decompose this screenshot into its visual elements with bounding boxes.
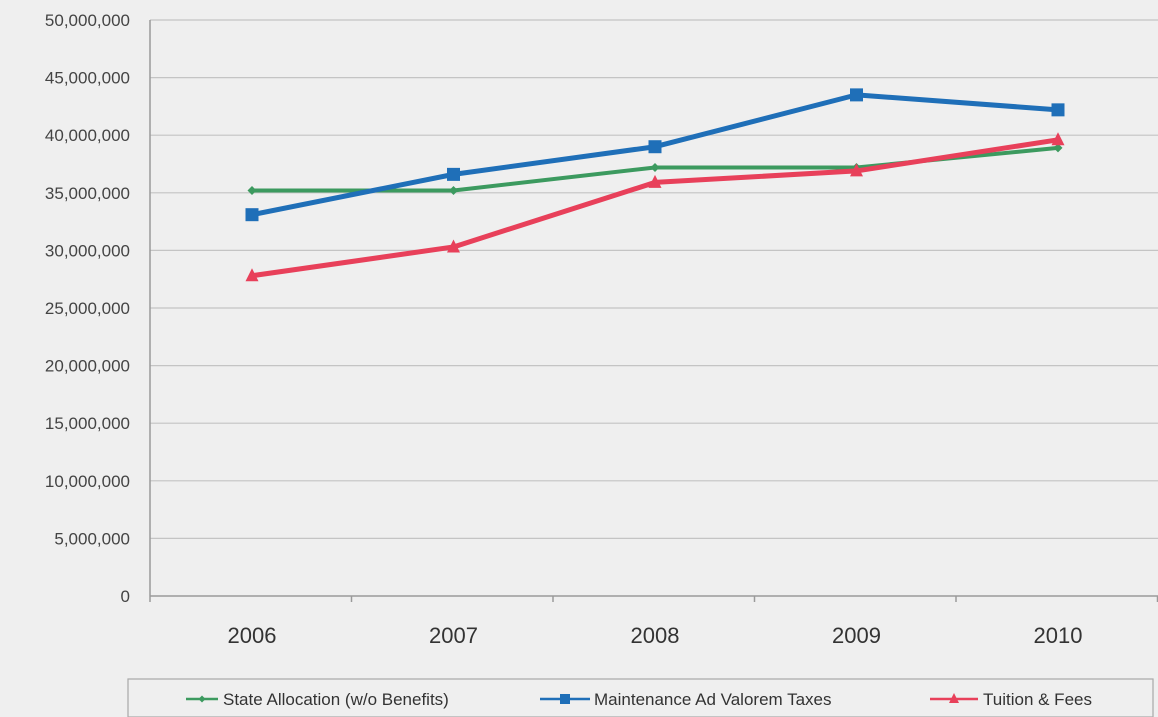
y-tick-label: 0 bbox=[121, 587, 130, 606]
y-tick-label: 35,000,000 bbox=[45, 184, 130, 203]
x-tick-label: 2007 bbox=[429, 623, 478, 648]
legend-item-3: Tuition & Fees bbox=[930, 690, 1092, 709]
y-tick-label: 10,000,000 bbox=[45, 472, 130, 491]
x-tick-label: 2006 bbox=[228, 623, 277, 648]
data-point bbox=[1051, 103, 1065, 117]
y-axis-ticks: 0 5,000,000 10,000,000 15,000,000 20,000,000… bbox=[45, 11, 130, 606]
legend-label: State Allocation (w/o Benefits) bbox=[223, 690, 449, 709]
legend-label: Maintenance Ad Valorem Taxes bbox=[594, 690, 832, 709]
x-tick-label: 2008 bbox=[631, 623, 680, 648]
legend-item-2: Maintenance Ad Valorem Taxes bbox=[540, 690, 832, 709]
y-tick-label: 40,000,000 bbox=[45, 126, 130, 145]
y-tick-label: 50,000,000 bbox=[45, 11, 130, 30]
x-axis-ticks: 2006 2007 2008 2009 2010 bbox=[149, 596, 1158, 648]
series-3 bbox=[245, 132, 1065, 282]
axes bbox=[149, 20, 1158, 597]
data-point bbox=[650, 162, 660, 172]
legend-swatch-marker bbox=[949, 693, 959, 703]
data-point bbox=[447, 167, 460, 181]
series-lines bbox=[245, 88, 1065, 282]
data-point bbox=[1053, 143, 1063, 153]
data-point bbox=[648, 174, 662, 188]
legend-box bbox=[127, 678, 1154, 717]
legend-item-1: State Allocation (w/o Benefits) bbox=[186, 690, 449, 709]
data-point bbox=[850, 163, 863, 177]
data-point bbox=[247, 185, 257, 195]
data-point bbox=[449, 185, 458, 195]
gridlines bbox=[150, 19, 1158, 540]
y-tick-label: 45,000,000 bbox=[45, 69, 130, 88]
data-point bbox=[245, 208, 259, 222]
legend-label: Tuition & Fees bbox=[983, 690, 1092, 709]
y-tick-label: 5,000,000 bbox=[54, 529, 130, 548]
legend-swatch-marker bbox=[198, 695, 206, 703]
data-point bbox=[1051, 132, 1065, 146]
data-point bbox=[245, 268, 259, 282]
y-tick-label: 30,000,000 bbox=[45, 241, 130, 260]
data-point bbox=[447, 239, 460, 253]
series-2 bbox=[245, 88, 1065, 222]
legend-swatch-marker bbox=[560, 694, 570, 704]
y-tick-label: 15,000,000 bbox=[45, 414, 130, 433]
y-tick-label: 25,000,000 bbox=[45, 299, 130, 318]
legend: State Allocation (w/o Benefits) Maintenan… bbox=[127, 678, 1154, 717]
data-point bbox=[648, 140, 662, 154]
x-tick-label: 2010 bbox=[1034, 623, 1083, 648]
x-tick-label: 2009 bbox=[832, 623, 881, 648]
y-tick-label: 20,000,000 bbox=[45, 357, 130, 376]
data-point bbox=[850, 88, 863, 102]
